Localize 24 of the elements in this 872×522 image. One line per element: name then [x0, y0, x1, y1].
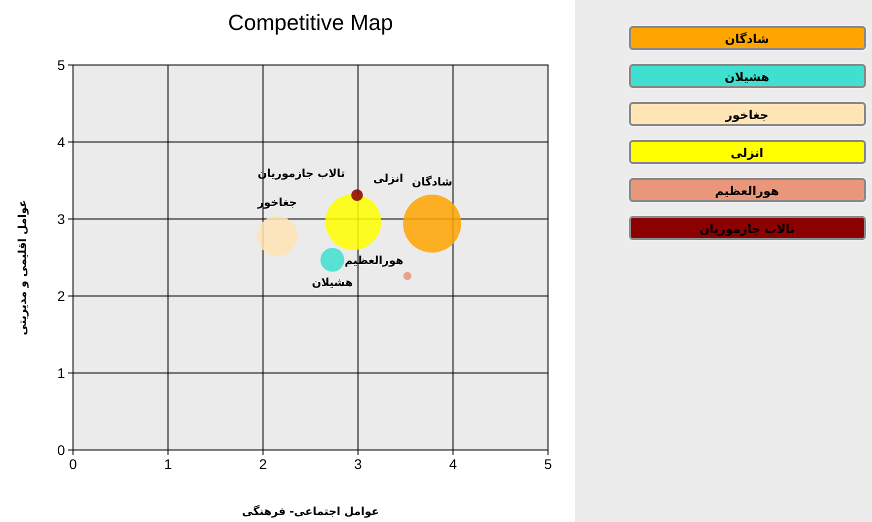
- text: جغاخور: [725, 108, 769, 122]
- text: انزلی: [730, 146, 764, 160]
- text: تالاب جازموریان: [699, 222, 795, 236]
- x-tick-label: 1: [164, 456, 172, 472]
- x-tick-label: 3: [354, 456, 362, 472]
- y-tick-label: 2: [57, 288, 66, 304]
- y-axis-title: عوامل اقلیمی و مدیریتی: [16, 200, 29, 336]
- series-label: انزلی: [373, 172, 404, 186]
- y-tick-label: 1: [57, 365, 66, 381]
- text: شادگان: [724, 32, 770, 46]
- x-axis-title: عوامل اجتماعی- فرهنگی: [242, 505, 380, 518]
- y-tick-label: 4: [57, 134, 66, 150]
- series-label: شادگان: [412, 176, 452, 189]
- y-tick-label: 3: [57, 211, 66, 227]
- text: هشیلان: [724, 70, 770, 84]
- series-label: هشیلان: [312, 276, 353, 289]
- text: هورالعظیم: [714, 184, 780, 198]
- y-tick-label: 5: [57, 57, 66, 73]
- x-tick-label: 5: [544, 456, 552, 472]
- y-tick-label: 0: [57, 442, 66, 458]
- x-tick-label: 2: [259, 456, 268, 472]
- x-tick-label: 0: [69, 456, 78, 472]
- x-tick-label: 4: [449, 456, 458, 472]
- chart-title: Competitive Map: [228, 10, 394, 35]
